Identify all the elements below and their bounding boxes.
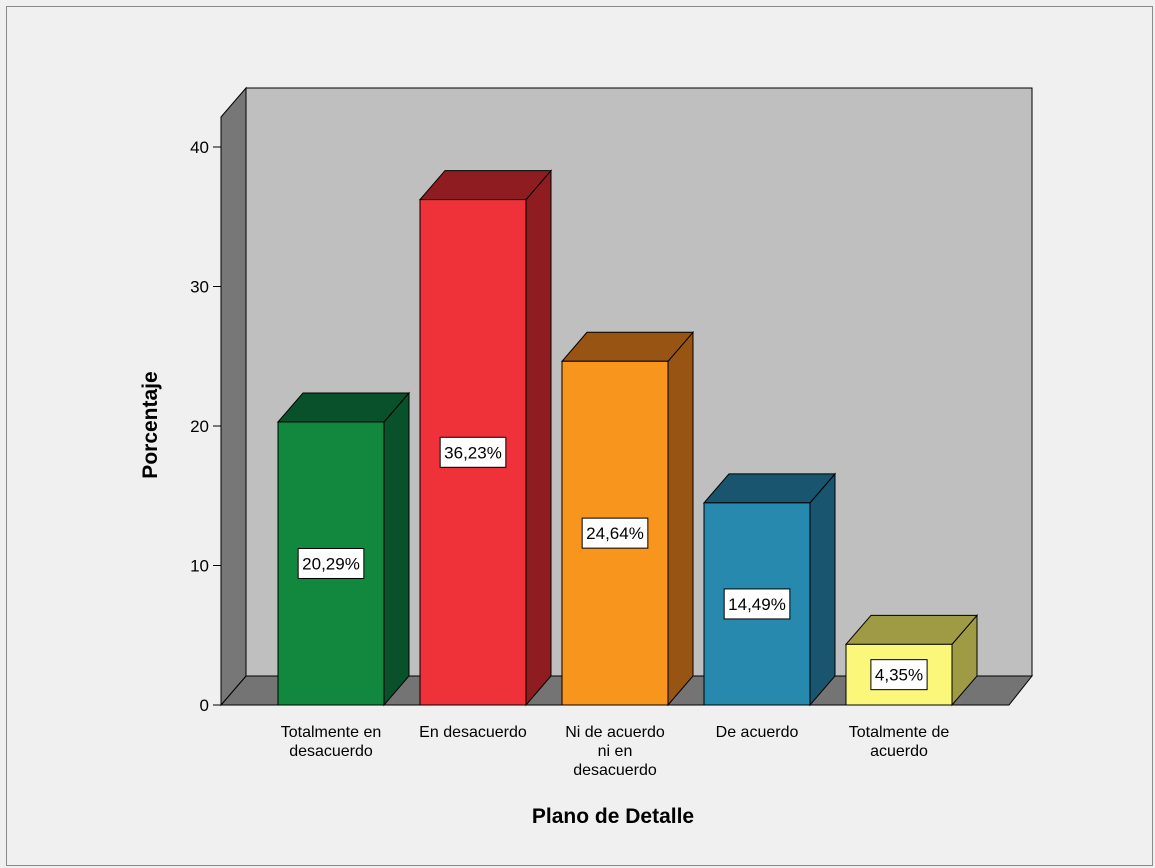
chart-side-wall <box>220 86 247 707</box>
data-label-box <box>870 659 928 691</box>
data-label: 4,35% <box>870 659 928 691</box>
data-label-text: 14,49% <box>728 595 786 614</box>
bar: 24,64% <box>560 330 695 707</box>
chart-frame: 0 10 20 30 40 20,29% 36,23% 24,64% 14,49% 4,35% … <box>6 6 1153 866</box>
y-tick-label: 40 <box>190 138 209 157</box>
category-label: Ni de acuerdo ni en desacuerdo <box>565 724 665 779</box>
category-label: De acuerdo <box>716 724 799 741</box>
data-label-box <box>439 436 507 468</box>
bar-side <box>667 330 694 707</box>
bar-side <box>383 391 410 707</box>
bars-group: 20,29% 36,23% 24,64% 14,49% 4,35% <box>276 169 979 707</box>
data-label-text: 36,23% <box>444 443 502 462</box>
y-tick-label: 20 <box>190 417 209 436</box>
category-label: En desacuerdo <box>419 724 527 741</box>
y-tick-label: 10 <box>190 557 209 576</box>
y-tick-label: 0 <box>200 696 209 715</box>
data-label: 24,64% <box>581 517 649 549</box>
bar: 4,35% <box>844 613 979 707</box>
category-label: Totalmente de acuerdo <box>849 724 950 760</box>
category-labels: Totalmente en desacuerdo En desacuerdo Ni d… <box>281 724 950 779</box>
bar-side <box>525 169 552 707</box>
data-label-text: 4,35% <box>875 666 923 685</box>
x-axis-title: Plano de Detalle <box>532 805 694 828</box>
category-label: Totalmente en desacuerdo <box>281 724 382 760</box>
data-label-box <box>297 547 365 579</box>
data-label-box <box>723 588 791 620</box>
data-label-text: 20,29% <box>302 554 360 573</box>
bar: 36,23% <box>418 169 553 707</box>
bar: 14,49% <box>702 472 837 707</box>
data-label-text: 24,64% <box>586 524 644 543</box>
data-label: 14,49% <box>723 588 791 620</box>
y-axis-title: Porcentaje <box>139 371 162 478</box>
data-label-box <box>581 517 649 549</box>
y-axis-ticks: 0 10 20 30 40 <box>190 138 221 715</box>
bar-side <box>809 472 836 707</box>
bar: 20,29% <box>276 391 411 707</box>
y-tick-label: 30 <box>190 278 209 297</box>
data-label: 36,23% <box>439 436 507 468</box>
data-label: 20,29% <box>297 547 365 579</box>
